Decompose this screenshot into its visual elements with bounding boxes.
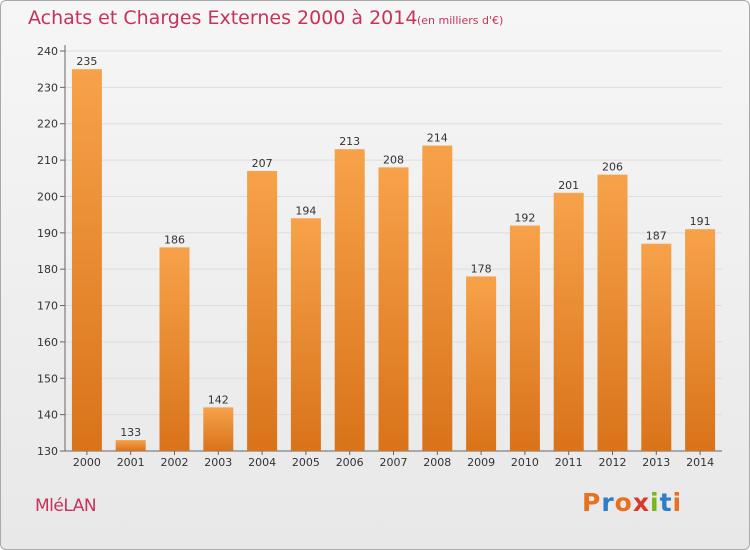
bar-value-label: 178 (471, 262, 492, 275)
bar-2006 (334, 149, 365, 451)
y-tick-label: 130 (37, 445, 58, 458)
bar-2007 (378, 167, 409, 451)
bar-2013 (641, 243, 672, 451)
x-tick-label: 2007 (380, 456, 408, 469)
y-tick-label: 150 (37, 372, 58, 385)
bar-2001 (115, 440, 146, 451)
bar-value-label: 191 (690, 215, 711, 228)
x-tick-label: 2009 (467, 456, 495, 469)
proxiti-logo: Proxiti (582, 488, 682, 517)
bar-2000 (71, 69, 102, 451)
y-tick-label: 170 (37, 300, 58, 313)
bar-2002 (159, 247, 190, 451)
bar-2012 (597, 174, 628, 452)
y-tick-label: 160 (37, 336, 58, 349)
bar-value-labels: 235 133 186 142 207 194 213 208 214 178 192 201 206 1… (76, 55, 710, 439)
bar-value-label: 214 (427, 132, 448, 145)
chart-subtitle: (en milliers d'€) (417, 14, 504, 27)
bar-2005 (290, 218, 321, 451)
x-tick-label: 2006 (336, 456, 364, 469)
bar-2010 (509, 225, 540, 451)
chart-title: Achats et Charges Externes 2000 à 2014 (28, 7, 418, 29)
bar-value-label: 192 (514, 212, 535, 225)
x-tick-label: 2014 (686, 456, 714, 469)
bar-value-label: 194 (295, 204, 316, 217)
logo-letter: t (659, 488, 673, 517)
y-tick-label: 200 (37, 190, 58, 203)
x-tick-label: 2003 (204, 456, 232, 469)
logo-letter: o (614, 488, 633, 517)
bar-2014 (685, 229, 716, 451)
location-name: MléLAN (35, 496, 97, 516)
y-axis-tick-labels: 130 140 150 160 170 180 190 200 210 220 230 240 (37, 45, 58, 458)
x-tick-label: 2001 (117, 456, 145, 469)
logo-letter: r (601, 488, 615, 517)
logo-letter: P (582, 488, 602, 517)
bar-2004 (247, 171, 278, 451)
y-tick-label: 190 (37, 227, 58, 240)
bar-2009 (466, 276, 497, 451)
bar-value-label: 187 (646, 230, 667, 243)
x-tick-label: 2011 (555, 456, 583, 469)
bar-value-label: 206 (602, 161, 623, 174)
logo-letter: i (672, 488, 683, 517)
y-tick-label: 220 (37, 118, 58, 131)
x-tick-label: 2008 (423, 456, 451, 469)
x-tick-label: 2002 (161, 456, 189, 469)
y-tick-label: 240 (37, 45, 58, 58)
y-tick-label: 140 (37, 409, 58, 422)
bar-2011 (553, 192, 584, 451)
y-tick-label: 180 (37, 263, 58, 276)
bar-value-label: 186 (164, 233, 185, 246)
y-tick-label: 230 (37, 81, 58, 94)
y-tick-label: 210 (37, 154, 58, 167)
bar-2003 (203, 407, 234, 451)
logo-letter: x (632, 488, 650, 517)
bar-value-label: 235 (76, 55, 97, 68)
x-tick-label: 2013 (642, 456, 670, 469)
bar-value-label: 213 (339, 135, 360, 148)
x-tick-label: 2000 (73, 456, 101, 469)
bar-value-label: 142 (208, 393, 229, 406)
x-axis-tick-labels: 2000 2001 2002 2003 2004 2005 2006 2007 2008 2009… (73, 456, 714, 469)
bar-value-label: 133 (120, 426, 141, 439)
x-tick-label: 2004 (248, 456, 276, 469)
bar-value-label: 207 (252, 157, 273, 170)
bar-value-label: 201 (558, 179, 579, 192)
x-tick-label: 2012 (599, 456, 627, 469)
bar-2008 (422, 145, 453, 451)
x-tick-label: 2010 (511, 456, 539, 469)
bars (71, 69, 716, 452)
x-tick-label: 2005 (292, 456, 320, 469)
bar-value-label: 208 (383, 153, 404, 166)
logo-letter: i (650, 488, 660, 517)
